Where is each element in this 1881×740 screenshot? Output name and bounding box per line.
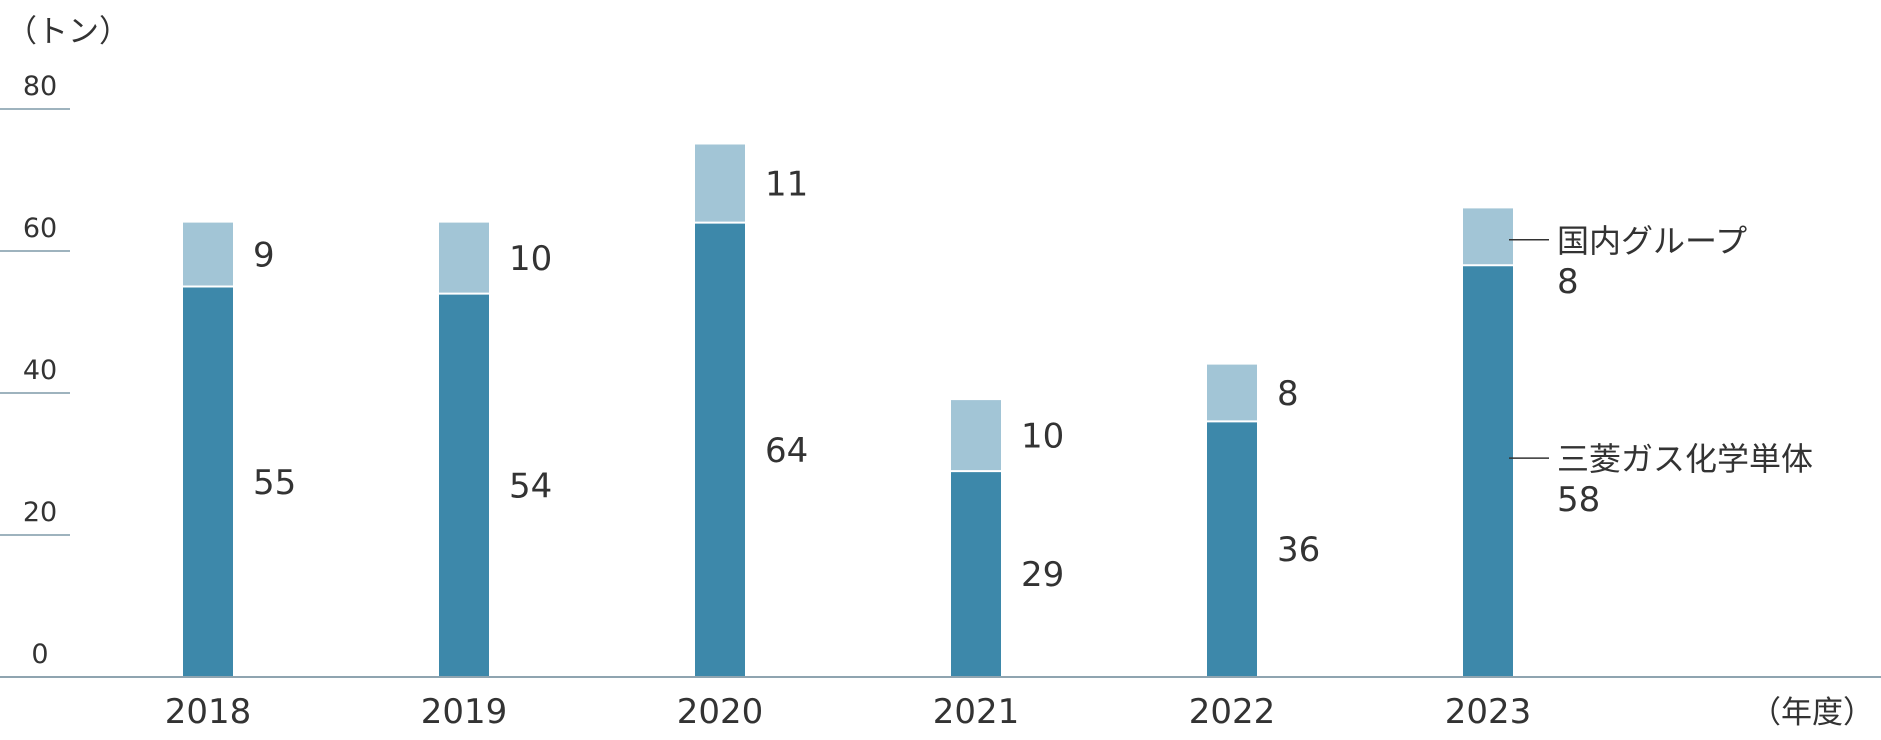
bar-segment-standalone-2018 bbox=[183, 286, 233, 677]
y-tick-label: 80 bbox=[23, 71, 57, 102]
x-axis-labels: 2018 2019 2020 2021 2022 2023 bbox=[165, 692, 1532, 732]
value-label: 58 bbox=[1557, 480, 1600, 520]
value-label: 8 bbox=[1277, 374, 1299, 414]
bar-segment-group-2019 bbox=[439, 222, 489, 294]
x-tick-label: 2019 bbox=[421, 692, 508, 732]
bar-segment-group-2018 bbox=[183, 222, 233, 287]
x-tick-label: 2021 bbox=[933, 692, 1020, 732]
value-label: 29 bbox=[1021, 555, 1064, 595]
value-label: 10 bbox=[509, 239, 552, 279]
value-label: 64 bbox=[765, 431, 808, 471]
bar-segment-standalone-2021 bbox=[951, 471, 1001, 677]
x-tick-label: 2018 bbox=[165, 692, 252, 732]
bar-segment-standalone-2019 bbox=[439, 293, 489, 677]
bar-segment-standalone-2022 bbox=[1207, 421, 1257, 677]
y-unit-label: （トン） bbox=[6, 14, 130, 50]
x-unit-label: （年度） bbox=[1750, 695, 1874, 731]
y-axis-ticks: 0 20 40 60 80 bbox=[0, 71, 70, 670]
bar-segment-group-2020 bbox=[695, 144, 745, 223]
value-label: 55 bbox=[253, 463, 296, 503]
x-tick-label: 2023 bbox=[1445, 692, 1532, 732]
x-tick-label: 2020 bbox=[677, 692, 764, 732]
bar-segment-standalone-2023 bbox=[1463, 265, 1513, 677]
y-tick-label: 40 bbox=[23, 355, 57, 386]
value-label: 8 bbox=[1557, 262, 1579, 302]
value-label: 36 bbox=[1277, 530, 1320, 570]
bars bbox=[183, 144, 1513, 677]
y-tick-label: 20 bbox=[23, 497, 57, 528]
legend-series-name: 三菱ガス化学単体 bbox=[1557, 440, 1813, 478]
value-label: 10 bbox=[1021, 417, 1064, 457]
bar-segment-group-2021 bbox=[951, 400, 1001, 472]
y-tick-label: 0 bbox=[31, 639, 48, 670]
y-tick-label: 60 bbox=[23, 213, 57, 244]
x-tick-label: 2022 bbox=[1189, 692, 1276, 732]
value-label: 9 bbox=[253, 236, 275, 276]
bar-segment-group-2023 bbox=[1463, 208, 1513, 266]
value-label: 54 bbox=[509, 466, 552, 506]
value-labels: 55 9 54 10 64 11 29 10 36 8 bbox=[253, 165, 1320, 595]
bar-segment-standalone-2020 bbox=[695, 222, 745, 677]
bar-segment-group-2022 bbox=[1207, 364, 1257, 422]
value-label: 11 bbox=[765, 165, 808, 205]
legend-series-name: 国内グループ bbox=[1557, 222, 1747, 260]
